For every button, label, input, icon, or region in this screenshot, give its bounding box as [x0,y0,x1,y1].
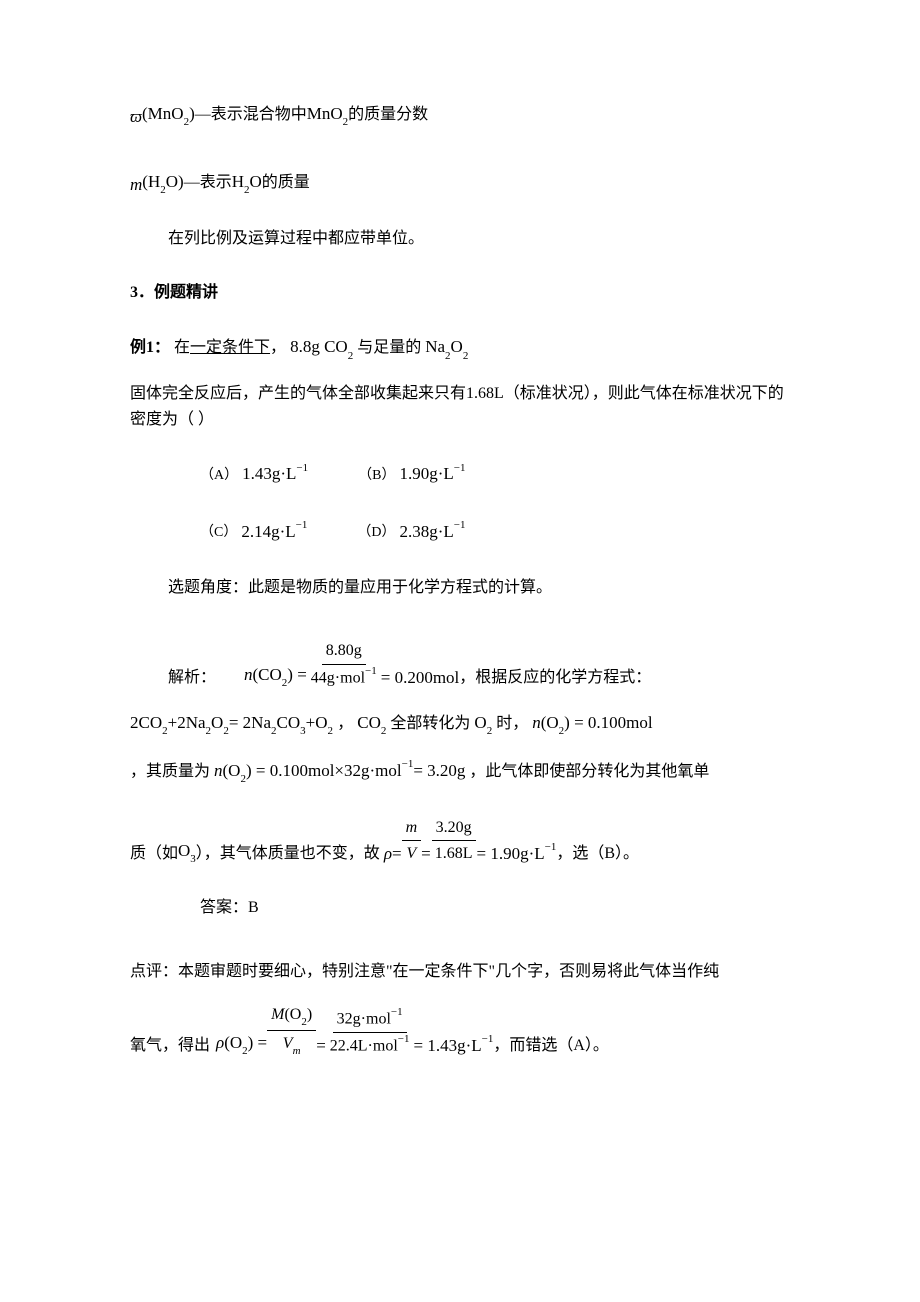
desc: —表示混合物中MnO2的质量分数 [195,100,428,130]
choices-row-2: （C） 2.14g·L−1 （D） 2.38g·L−1 [130,518,790,545]
mass-line: ，其质量为 n(O2) = 0.100mol×32g·mol−1= 3.20g … [130,757,790,787]
text: (MnO2) [142,100,195,130]
fraction-mo2-vm: M(O2) Vm [267,1002,316,1059]
comment-line1: 点评：本题审题时要细心，特别注意"在一定条件下"几个字，否则易将此气体当作纯 [130,959,790,985]
fraction-mv: m V [402,815,422,867]
choices-row-1: （A） 1.43g·L−1 （B） 1.90g·L−1 [130,460,790,487]
symbol-w: ϖ [130,103,142,130]
chemical-equation: 2CO2+2Na2O2= 2Na2CO3+O2 ， CO2 全部转化为 O2 时… [130,709,790,739]
note-units: 在列比例及运算过程中都应带单位。 [130,226,790,252]
choice-d: （D） 2.38g·L−1 [357,518,465,545]
formula-m-h2o: m (H2O) —表示H2O的质量 [130,168,790,198]
example-1-prompt: 例1： 在一定条件下， 8.8g CO2 与足量的 Na2O2 [130,333,790,363]
selection-angle: 选题角度：此题是物质的量应用于化学方程式的计算。 [130,575,790,601]
example-1-body: 固体完全反应后，产生的气体全部收集起来只有1.68L（标准状况），则此气体在标准… [130,381,790,432]
density-line: 质（如 O3 ），其气体质量也不变，故 ρ = m V = 3.20g 1.68… [130,815,790,867]
text: (H2O) [142,168,183,198]
choice-b: （B） 1.90g·L−1 [358,460,465,487]
answer: 答案：B [130,895,790,921]
fraction-val: 3.20g 1.68L [431,815,477,867]
choice-c: （C） 2.14g·L−1 [200,518,307,545]
section-3-title: 3．例题精讲 [130,280,790,306]
fraction-comment-val: 32g·mol−1 22.4L·mol−1 [326,1006,414,1059]
symbol-m: m [130,171,142,198]
analysis-line: 解析： n(CO2) = 8.80g 44g·mol−1 = 0.200mol … [130,638,790,691]
formula-w-mno2: ϖ (MnO2) —表示混合物中MnO2的质量分数 [130,100,790,130]
desc: —表示H2O的质量 [184,168,310,198]
fraction: 8.80g 44g·mol−1 [307,638,381,691]
choice-a: （A） 1.43g·L−1 [200,460,308,487]
comment-line2: 氧气，得出 ρ(O2) = M(O2) Vm = 32g·mol−1 22.4L… [130,1002,790,1059]
example-label: 例1： [130,339,170,356]
